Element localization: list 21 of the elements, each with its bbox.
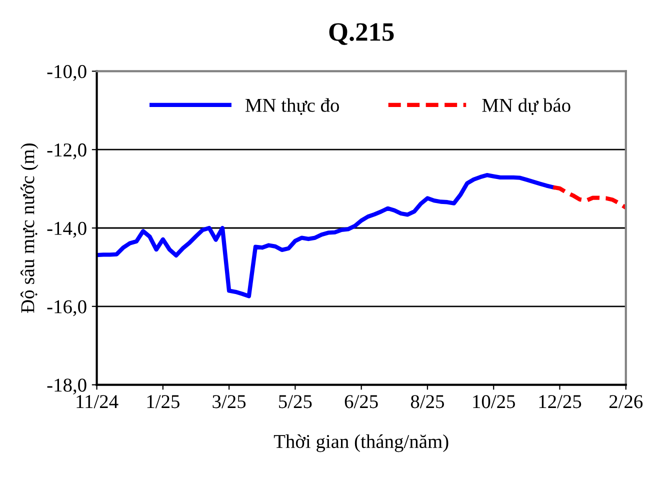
line-series (551, 185, 626, 210)
y-axis-title: Độ sâu mực nước (m) (20, 144, 38, 313)
x-axis-title: Thời gian (tháng/năm) (274, 434, 448, 452)
legend-label: MN dự báo (482, 98, 570, 115)
legend-label: MN thực đo (245, 98, 339, 115)
line-series (96, 173, 556, 298)
x-tick-label: 2/26 (609, 395, 643, 408)
x-tick-label: 1/25 (147, 395, 180, 408)
x-tick-label: 6/25 (344, 395, 378, 408)
x-tick-label: 11/24 (76, 395, 118, 408)
y-tick-label: -18,0 (47, 378, 86, 395)
x-tick-label: 3/25 (212, 395, 246, 408)
y-tick-label: -14,0 (47, 222, 86, 238)
x-tick-label: 5/25 (279, 395, 312, 408)
x-tick-label: 8/25 (410, 395, 444, 408)
y-tick-label: -12,0 (47, 143, 86, 160)
y-tick-label: -16,0 (47, 300, 86, 316)
x-tick-label: 12/25 (539, 395, 582, 408)
chart-title: Q.215 (329, 23, 394, 45)
y-tick-label: -10,0 (47, 65, 86, 81)
x-tick-label: 10/25 (473, 395, 515, 408)
